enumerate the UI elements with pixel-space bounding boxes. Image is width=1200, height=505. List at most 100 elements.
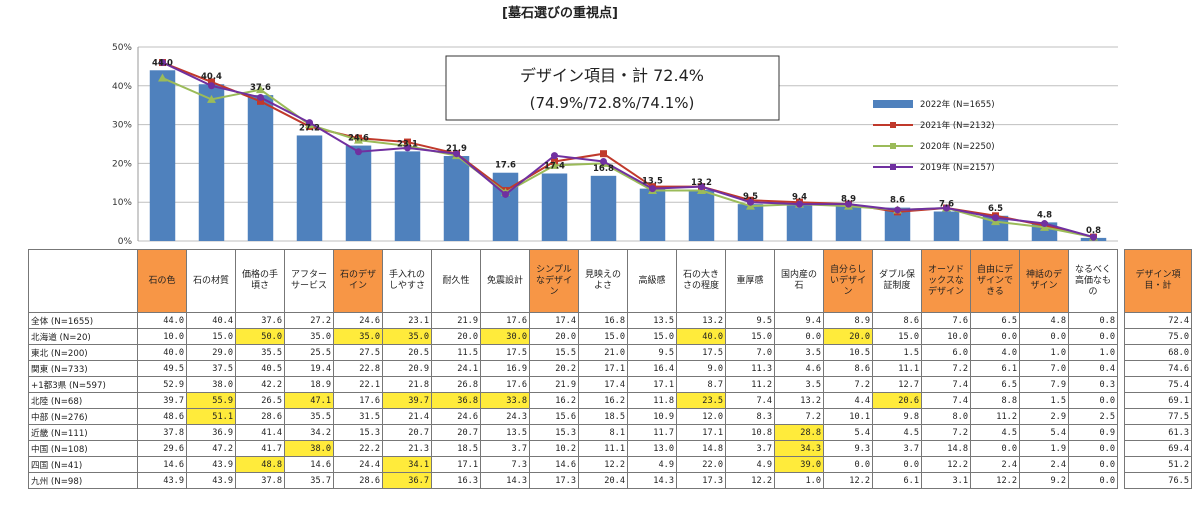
- table-cell: 47.2: [186, 440, 236, 457]
- bar: [933, 211, 960, 241]
- table-row: +1都3県 (N=597) 52.9 38.0 42.2 18.9 22.1 21.8 26.…: [28, 376, 1118, 393]
- table-cell: 0.0: [823, 456, 873, 473]
- table-cell: 9.2: [1019, 472, 1069, 489]
- table-cell: 17.4: [529, 312, 579, 329]
- table-cell: 8.3: [725, 408, 775, 425]
- bars: [149, 70, 1107, 241]
- table-cell: 0.0: [774, 328, 824, 345]
- table-cell: 4.9: [725, 456, 775, 473]
- table-cell: 34.1: [382, 456, 432, 473]
- y-tick-label: 50%: [112, 43, 132, 53]
- table-cell: 20.5: [382, 344, 432, 361]
- table-cell: 20.7: [431, 424, 481, 441]
- table-cell: 4.8: [1019, 312, 1069, 329]
- table-cell: 6.1: [970, 360, 1020, 377]
- chart-area: [墓石選びの重視点] 50% 40% 30% 20% 10% 0% 44.0 40.4 37.…: [112, 5, 1118, 247]
- table-row: 九州 (N=98) 43.9 43.9 37.8 35.7 28.6 36.7 16.3 14.…: [28, 472, 1118, 489]
- table-cell: 4.5: [872, 424, 922, 441]
- table-cell: 1.5: [1019, 392, 1069, 409]
- bar: [737, 204, 764, 241]
- total-row: 74.6: [1124, 360, 1192, 377]
- column-header: 手入れのしやすさ: [382, 249, 432, 313]
- total-table: デザイン項目・計 72.4 75.0 68.0 74.6 75.4 69.1 77.5 61.…: [1124, 249, 1192, 489]
- table-cell: 50.0: [235, 328, 285, 345]
- legend-marker: [890, 164, 896, 170]
- bar: [639, 188, 666, 241]
- table-cell: 15.0: [872, 328, 922, 345]
- table-cell: 15.0: [627, 328, 677, 345]
- total-cell: 69.4: [1124, 440, 1192, 457]
- table-cell: 10.8: [725, 424, 775, 441]
- callout-line2: (74.9%/72.8%/74.1%): [530, 94, 695, 112]
- table-cell: 16.2: [529, 392, 579, 409]
- table-cell: 22.2: [333, 440, 383, 457]
- total-cell: 61.3: [1124, 424, 1192, 441]
- bar: [394, 151, 421, 241]
- table-cell: 15.0: [725, 328, 775, 345]
- total-cell: 75.4: [1124, 376, 1192, 393]
- table-cell: 17.1: [578, 360, 628, 377]
- table-cell: 17.1: [627, 376, 677, 393]
- row-label: +1都3県 (N=597): [28, 376, 138, 393]
- table-cell: 15.6: [529, 408, 579, 425]
- total-row: 75.4: [1124, 376, 1192, 393]
- table-cell: 24.3: [480, 408, 530, 425]
- table-cell: 2.4: [970, 456, 1020, 473]
- bar-value-label: 24.6: [348, 134, 369, 144]
- series-point: [257, 93, 264, 101]
- table-cell: 25.5: [284, 344, 334, 361]
- table-cell: 35.5: [284, 408, 334, 425]
- table-cell: 52.9: [137, 376, 187, 393]
- total-row: 77.5: [1124, 408, 1192, 425]
- series-point: [943, 204, 950, 212]
- table-cell: 35.0: [284, 328, 334, 345]
- table-cell: 10.0: [921, 328, 971, 345]
- table-cell: 0.3: [1068, 376, 1118, 393]
- series-point: [354, 135, 363, 144]
- table-cell: 8.7: [676, 376, 726, 393]
- bar-value-label: 27.2: [299, 123, 320, 133]
- table-cell: 38.0: [284, 440, 334, 457]
- row-label: 近畿 (N=111): [28, 424, 138, 441]
- table-cell: 43.9: [137, 472, 187, 489]
- total-row: 76.5: [1124, 472, 1192, 489]
- table-cell: 20.0: [823, 328, 873, 345]
- table-cell: 14.3: [480, 472, 530, 489]
- table-cell: 41.7: [235, 440, 285, 457]
- table-cell: 12.2: [823, 472, 873, 489]
- table-cell: 16.3: [431, 472, 481, 489]
- table-cell: 9.4: [774, 312, 824, 329]
- bar: [590, 175, 617, 241]
- bar-value-label: 13.5: [642, 177, 663, 187]
- table-cell: 36.7: [382, 472, 432, 489]
- table-cell: 0.0: [1068, 456, 1118, 473]
- table-cell: 49.5: [137, 360, 187, 377]
- table-cell: 35.0: [382, 328, 432, 345]
- column-header: 石の色: [137, 249, 187, 313]
- table-cell: 18.5: [431, 440, 481, 457]
- series-point: [698, 183, 705, 191]
- table-cell: 18.9: [284, 376, 334, 393]
- row-label: 九州 (N=98): [28, 472, 138, 489]
- total-cell: 51.2: [1124, 456, 1192, 473]
- legend-label: 2020年 (N=2250): [920, 141, 995, 152]
- table-cell: 48.6: [137, 408, 187, 425]
- table-cell: 12.2: [921, 456, 971, 473]
- table-cell: 36.9: [186, 424, 236, 441]
- table-cell: 35.5: [235, 344, 285, 361]
- table-cell: 30.0: [480, 328, 530, 345]
- table-cell: 28.6: [235, 408, 285, 425]
- table-cell: 10.9: [627, 408, 677, 425]
- table-cell: 16.2: [578, 392, 628, 409]
- column-header: 国内産の石: [774, 249, 824, 313]
- table-cell: 0.0: [970, 440, 1020, 457]
- series-point: [600, 150, 607, 158]
- table-cell: 14.6: [137, 456, 187, 473]
- table-cell: 0.8: [1068, 312, 1118, 329]
- series-point: [649, 185, 656, 193]
- bar: [247, 95, 274, 241]
- bar-value-label: 13.2: [691, 178, 712, 188]
- legend-label: 2022年 (N=1655): [920, 99, 995, 110]
- table-cell: 26.8: [431, 376, 481, 393]
- bar: [541, 173, 568, 241]
